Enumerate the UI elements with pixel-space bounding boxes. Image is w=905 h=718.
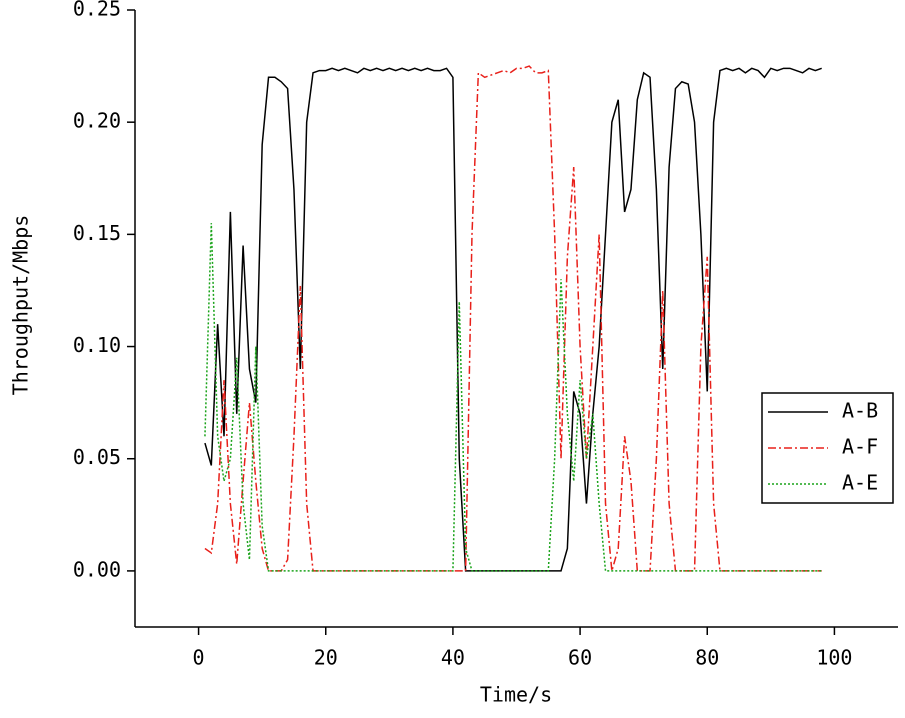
y-tick-label: 0.00 <box>73 557 121 581</box>
x-tick-label: 80 <box>695 646 719 670</box>
x-tick-label: 40 <box>441 646 465 670</box>
legend-label: A-E <box>842 471 878 495</box>
y-tick-label: 0.15 <box>73 221 121 245</box>
legend-label: A-F <box>842 435 878 459</box>
y-axis-label: Throughput/Mbps <box>9 215 33 396</box>
legend-label: A-B <box>842 399 878 423</box>
x-tick-label: 100 <box>816 646 852 670</box>
x-tick-label: 0 <box>193 646 205 670</box>
y-tick-label: 0.20 <box>73 109 121 133</box>
series-line <box>204 67 822 572</box>
y-tick-label: 0.05 <box>73 445 121 469</box>
x-tick-label: 60 <box>568 646 592 670</box>
x-tick-label: 20 <box>314 646 338 670</box>
series-line <box>204 65 822 572</box>
y-tick-label: 0.10 <box>73 333 121 357</box>
series-line <box>204 223 822 572</box>
x-axis-label: Time/s <box>480 683 552 707</box>
y-tick-label: 0.25 <box>73 0 121 21</box>
